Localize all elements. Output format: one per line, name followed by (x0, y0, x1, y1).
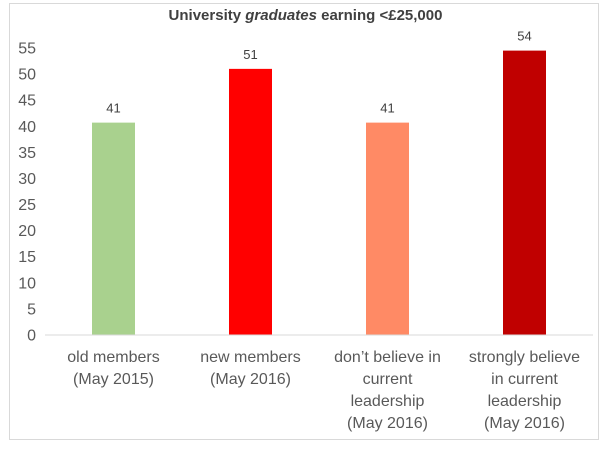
data-label: 54 (517, 29, 531, 44)
bar (503, 50, 546, 335)
bar (366, 122, 409, 336)
category-label: don’t believe in current leadership (May 20… (334, 349, 441, 432)
category-label: new members (May 2016) (200, 349, 300, 388)
bar (92, 122, 135, 336)
bar (229, 68, 272, 335)
bars (92, 50, 546, 336)
y-tick-label: 40 (18, 119, 36, 136)
y-tick-label: 15 (18, 249, 36, 266)
data-labels: 41 51 41 54 (106, 29, 531, 116)
data-label: 41 (380, 101, 394, 116)
y-tick-label: 30 (18, 171, 36, 188)
category-labels: old members (May 2015) new members (May 201… (67, 349, 580, 432)
y-tick-label: 55 (18, 41, 36, 58)
y-tick-label: 50 (18, 67, 36, 84)
y-tick-label: 5 (27, 301, 36, 318)
chart-title: University graduates earning <£25,000 (168, 7, 443, 24)
y-tick-label: 20 (18, 223, 36, 240)
data-label: 51 (243, 47, 257, 62)
y-axis-ticks: 0 5 10 15 20 25 30 35 40 45 50 55 (18, 41, 36, 345)
category-label: strongly believe in current leadership (May… (469, 349, 580, 432)
y-tick-label: 25 (18, 197, 36, 214)
y-tick-label: 35 (18, 145, 36, 162)
y-tick-label: 0 (27, 328, 36, 345)
y-tick-label: 10 (18, 275, 36, 292)
y-tick-label: 45 (18, 93, 36, 110)
data-label: 41 (106, 101, 120, 116)
category-label: old members (May 2015) (67, 349, 159, 388)
